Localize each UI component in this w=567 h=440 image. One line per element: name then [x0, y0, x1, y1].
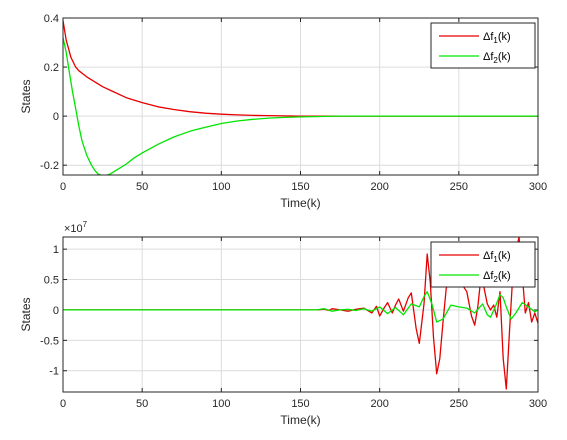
legend-label-sub: 1 — [493, 255, 498, 264]
x-tick-label: 150 — [291, 398, 309, 410]
y-tick-label: 0.2 — [44, 62, 59, 74]
series-line-1 — [63, 20, 538, 117]
axes-box — [62, 17, 539, 176]
legend-label-sub: 2 — [493, 56, 498, 65]
x-tick-label: 250 — [450, 398, 468, 410]
y-axis-label: States — [19, 297, 33, 331]
chart-1: 0 50 100 150 200 250 300-0.200.20.4Time(k)Stat… — [19, 13, 547, 210]
x-axis-label: Time(k) — [280, 196, 320, 210]
legend-box — [430, 241, 536, 288]
x-tick-label: 50 — [136, 398, 148, 410]
legend-label-1: Δf1(k) — [483, 31, 511, 45]
x-tick-label: 100 — [212, 398, 230, 410]
legend-label-sub: 2 — [493, 275, 498, 284]
legend-label-2: Δf2(k) — [483, 270, 511, 284]
y-tick-label: -1 — [49, 366, 59, 378]
y-exponent-power: 7 — [83, 220, 88, 229]
legend-label-suffix: (k) — [498, 250, 511, 262]
x-tick-label: 250 — [450, 181, 468, 193]
x-axis-label: Time(k) — [280, 413, 320, 427]
y-tick-label: 0.5 — [44, 275, 59, 287]
legend-box — [430, 22, 536, 69]
legend-label-prefix: Δf — [483, 250, 494, 262]
series-line-2 — [63, 291, 538, 323]
legend-label-prefix: Δf — [483, 31, 494, 43]
legend-label-1: Δf1(k) — [483, 250, 511, 264]
y-exponent-label: ×107 — [64, 220, 88, 235]
legend-label-suffix: (k) — [498, 51, 511, 63]
y-tick-label: -0.2 — [40, 160, 59, 172]
y-tick-label: 0 — [53, 305, 59, 317]
x-tick-label: 300 — [529, 398, 547, 410]
legend-label-2: Δf2(k) — [483, 51, 511, 65]
x-tick-label: 200 — [370, 181, 388, 193]
y-tick-label: 0 — [53, 111, 59, 123]
legend-label-suffix: (k) — [498, 270, 511, 282]
legend-label-sub: 1 — [493, 36, 498, 45]
y-tick-label: 1 — [53, 244, 59, 256]
axes-box — [62, 236, 539, 393]
legend-label-prefix: Δf — [483, 51, 494, 63]
x-tick-label: 200 — [370, 398, 388, 410]
series-line-2 — [63, 37, 538, 175]
y-tick-label: -0.5 — [40, 335, 59, 347]
x-tick-label: 300 — [529, 181, 547, 193]
legend: Δf1(k)Δf2(k) — [430, 241, 536, 288]
legend: Δf1(k)Δf2(k) — [430, 22, 536, 69]
chart-2: 0 50 100 150 200 250 300 -1 -0.5 0 0.5 1 ×107 Time(k)… — [19, 220, 547, 427]
legend-label-suffix: (k) — [498, 31, 511, 43]
y-axis-label: States — [19, 79, 33, 113]
x-tick-label: 50 — [136, 181, 148, 193]
legend-label-prefix: Δf — [483, 270, 494, 282]
x-tick-label: 150 — [291, 181, 309, 193]
y-tick-label: 0.4 — [44, 13, 59, 25]
x-tick-label: 0 — [60, 398, 66, 410]
x-tick-label: 0 — [60, 181, 66, 193]
x-tick-label: 100 — [212, 181, 230, 193]
